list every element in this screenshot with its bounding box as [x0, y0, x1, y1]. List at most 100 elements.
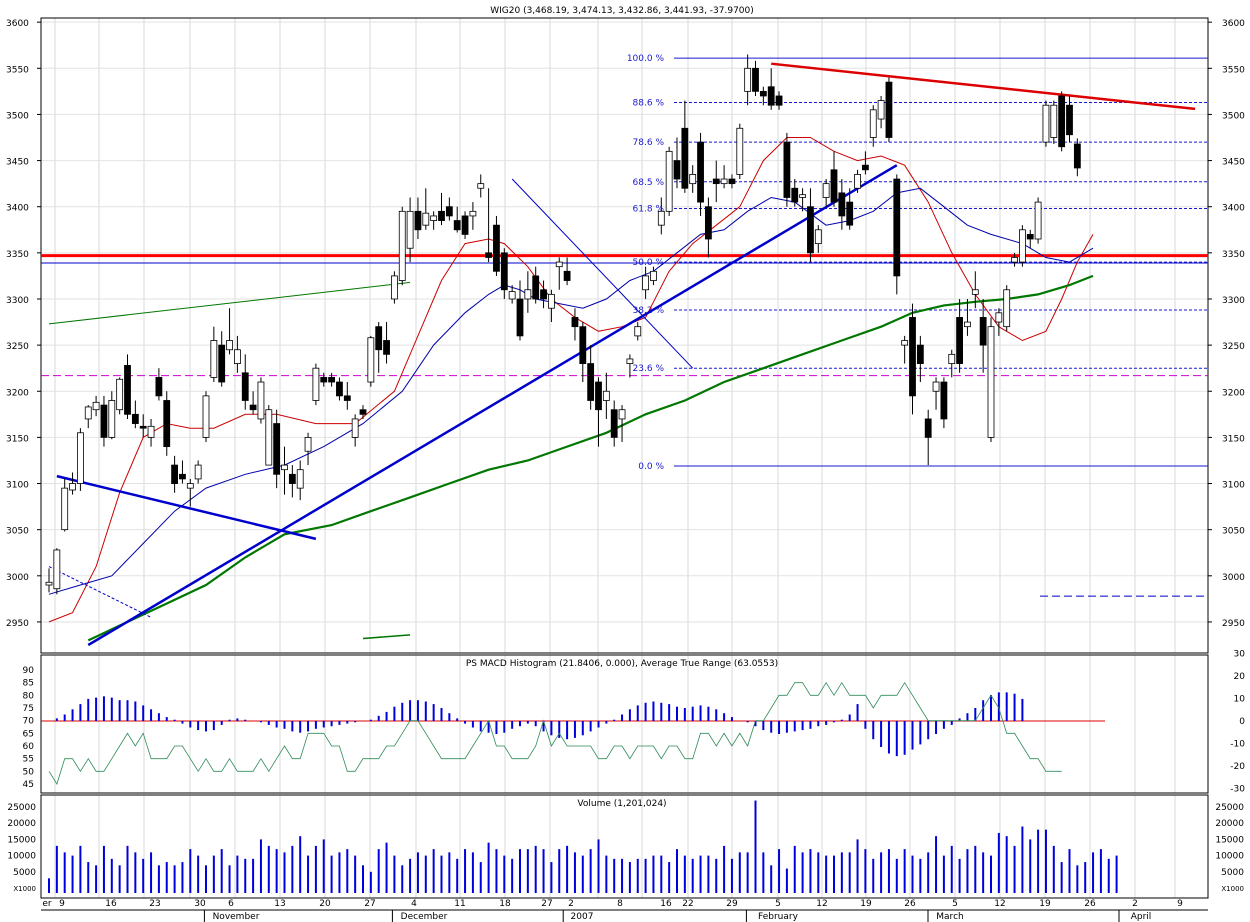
candle-body — [924, 418, 932, 438]
candle-body — [862, 164, 869, 171]
candle-body — [500, 252, 508, 291]
candle-body — [916, 344, 924, 364]
candle-body — [367, 337, 375, 383]
candle-body — [1019, 229, 1026, 263]
candle-body — [909, 317, 916, 397]
candle-body — [320, 377, 328, 383]
candle-body — [414, 210, 422, 231]
candle-body — [783, 141, 791, 198]
candle-body — [728, 178, 736, 185]
candle-body — [249, 404, 257, 411]
candle-body — [108, 400, 116, 438]
candle-body — [163, 400, 171, 448]
candle-body — [697, 141, 704, 203]
x-month-label: November — [213, 912, 260, 922]
x-tick-label: 20 — [319, 899, 331, 909]
candle-body — [328, 377, 336, 383]
candle-body — [720, 178, 728, 185]
candle-body — [477, 183, 485, 189]
candle-body — [422, 212, 430, 226]
candle-body — [233, 349, 241, 364]
candle-body — [681, 127, 689, 189]
candle-body — [1011, 257, 1018, 263]
x-month-label: March — [936, 912, 963, 922]
candle-body — [791, 187, 799, 203]
y-tick-label: 2950 — [6, 619, 29, 629]
macd-left-tick-label: 45 — [23, 780, 34, 790]
macd-left-tick-label: 65 — [23, 729, 34, 739]
candle-body — [265, 409, 273, 466]
candle-body — [124, 365, 131, 415]
y-tick-label: 3100 — [1222, 481, 1245, 491]
candle-body — [956, 317, 963, 364]
volume-left-tick-label: 5000 — [13, 868, 36, 878]
volume-left-tick-label: X1000 — [13, 885, 36, 893]
candle-body — [61, 487, 69, 531]
candle-body — [838, 192, 846, 217]
y-tick-label: 3300 — [1222, 296, 1245, 306]
candle-body — [312, 367, 320, 401]
x-month-label: February — [758, 912, 799, 922]
volume-right-tick-label: X1000 — [1221, 885, 1244, 893]
x-tick-label: 29 — [726, 899, 738, 909]
candle-body — [69, 483, 76, 491]
candle-body — [948, 353, 956, 364]
fibonacci-label: 0.0 % — [638, 462, 664, 472]
candle-body — [673, 160, 681, 180]
candle-body — [548, 293, 555, 309]
candle-body — [179, 473, 186, 480]
candle-body — [1003, 289, 1011, 328]
candle-body — [100, 404, 108, 438]
x-tick-label: 8 — [617, 899, 623, 909]
y-tick-label: 3500 — [1222, 111, 1245, 121]
candle-body — [53, 549, 61, 590]
volume-right-tick-label: 5000 — [1221, 868, 1244, 878]
candle-body — [406, 210, 414, 249]
candle-body — [210, 340, 218, 378]
x-tick-label: 9 — [1177, 899, 1183, 909]
candle-body — [194, 464, 202, 480]
candle-body — [1073, 143, 1081, 169]
candle-body — [257, 381, 265, 420]
volume-right-tick-label: 15000 — [1215, 835, 1244, 845]
y-tick-label: 3450 — [6, 158, 29, 168]
candle-body — [964, 321, 971, 328]
x-tick-label: 22 — [682, 899, 693, 909]
candle-body — [469, 210, 477, 217]
macd-right-tick-label: 20 — [1234, 672, 1246, 682]
candle-body — [524, 289, 532, 300]
candle-body — [202, 395, 210, 438]
y-tick-label: 3450 — [1222, 158, 1245, 168]
x-month-label: December — [401, 912, 448, 922]
y-tick-label: 3100 — [6, 481, 29, 491]
trendline — [771, 62, 1196, 111]
candle-body — [901, 340, 909, 346]
macd-right-tick-label: 10 — [1234, 695, 1246, 705]
fibonacci-label: 68.5 % — [633, 178, 665, 188]
candle-body — [186, 483, 194, 489]
candle-body — [657, 210, 665, 226]
candle-body — [171, 464, 179, 484]
candle-body — [438, 210, 445, 221]
fibonacci-label: 61.8 % — [633, 205, 665, 215]
candle-body — [1042, 104, 1050, 143]
y-tick-label: 3600 — [6, 19, 29, 29]
y-tick-label: 3250 — [1222, 342, 1245, 352]
candle-body — [689, 174, 697, 185]
candle-body — [634, 326, 642, 337]
candle-body — [139, 425, 147, 429]
volume-right-tick-label: 10000 — [1215, 852, 1244, 862]
fibonacci-label: 23.6 % — [633, 364, 665, 374]
x-tick-label: 27 — [541, 899, 552, 909]
macd-left-tick-label: 70 — [23, 717, 35, 727]
y-tick-label: 3400 — [1222, 204, 1245, 214]
candle-body — [296, 469, 304, 489]
candle-body — [799, 194, 806, 198]
candle-body — [759, 90, 767, 97]
y-tick-label: 3350 — [1222, 250, 1245, 260]
candle-body — [618, 409, 626, 420]
candle-body — [642, 275, 649, 291]
horizontal-lines — [41, 254, 1208, 597]
volume-title: Volume (1,201,024) — [577, 799, 666, 809]
